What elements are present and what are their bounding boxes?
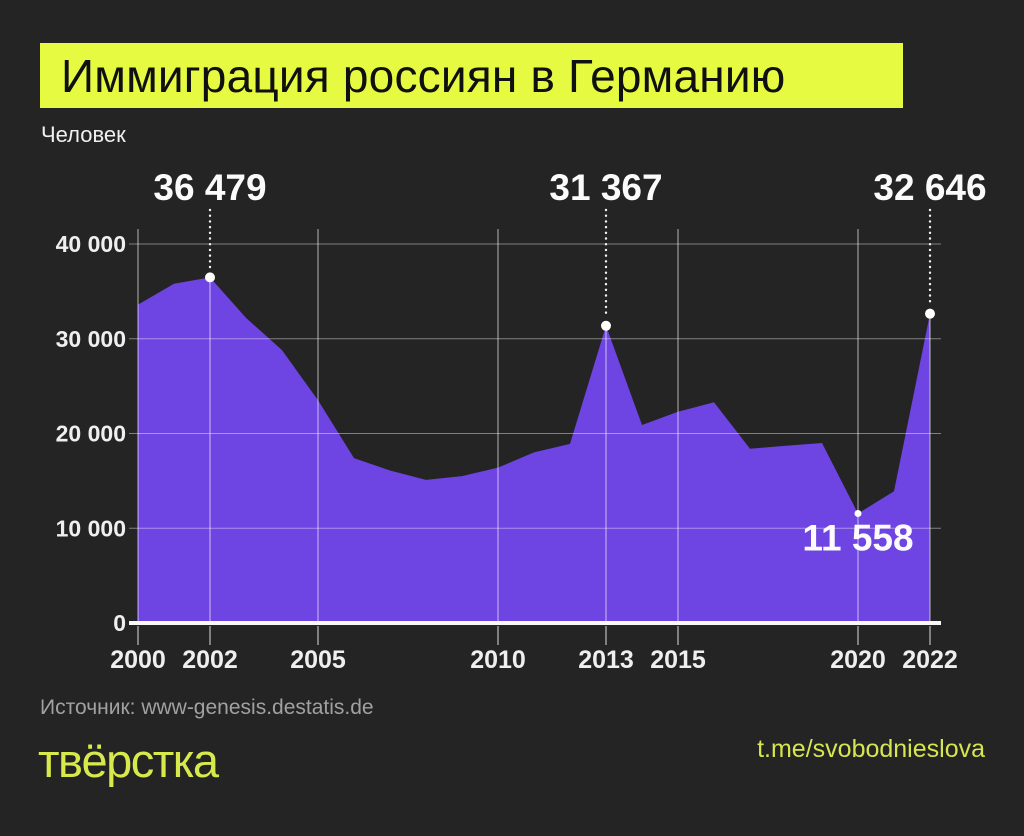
annotation-label-2013: 31 367 — [549, 167, 662, 208]
y-tick-label-0: 0 — [113, 610, 126, 636]
x-tick-label-2005: 2005 — [290, 646, 346, 674]
y-tick-label-40000: 40 000 — [56, 231, 126, 257]
x-tick-label-2010: 2010 — [470, 646, 526, 674]
x-tick-label-2013: 2013 — [578, 646, 634, 674]
x-tick-label-2002: 2002 — [182, 646, 238, 674]
annotation-label-2020: 11 558 — [802, 517, 913, 558]
source-note: Источник: www-genesis.destatis.de — [40, 696, 374, 719]
page-title: Иммиграция россиян в Германию — [61, 49, 786, 102]
y-tick-label-20000: 20 000 — [56, 421, 126, 447]
area-series — [138, 277, 930, 623]
y-tick-label-30000: 30 000 — [56, 326, 126, 352]
annotation-label-2022: 32 646 — [873, 167, 986, 208]
title-highlight-box: Иммиграция россиян в Германию — [40, 43, 903, 108]
annotation-label-2002: 36 479 — [153, 167, 266, 208]
telegram-link[interactable]: t.me/svobodnieslova — [757, 735, 985, 763]
verstka-logo: твёрстка — [38, 734, 219, 787]
x-tick-label-2000: 2000 — [110, 646, 166, 674]
x-tick-label-2022: 2022 — [902, 646, 958, 674]
data-point-2002 — [205, 272, 215, 283]
data-point-2020 — [854, 509, 862, 517]
y-axis-units-label: Человек — [41, 122, 126, 147]
x-tick-label-2015: 2015 — [650, 646, 706, 674]
data-point-2022 — [925, 308, 935, 319]
y-tick-label-10000: 10 000 — [56, 515, 126, 541]
x-tick-label-2020: 2020 — [830, 646, 886, 674]
data-point-2013 — [601, 320, 611, 331]
